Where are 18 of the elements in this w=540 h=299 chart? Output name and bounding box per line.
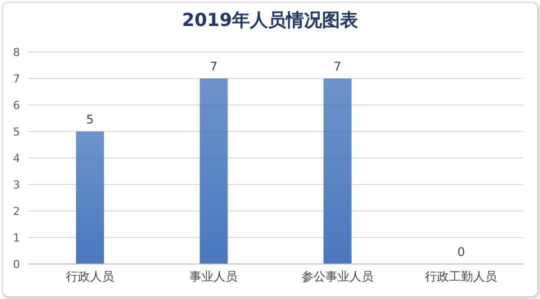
x-tick-label: 参公事业人员: [301, 270, 374, 284]
y-tick-label: 8: [13, 46, 20, 59]
y-tick-label: 6: [13, 98, 20, 112]
y-tick-label: 3: [13, 178, 20, 192]
data-label: 7: [210, 60, 218, 74]
data-label: 5: [86, 112, 94, 126]
x-tick-label: 行政工勤人员: [425, 270, 498, 284]
y-tick-label: 5: [13, 125, 20, 138]
data-label: 0: [457, 245, 466, 259]
x-tick-label: 行政人员: [66, 270, 114, 284]
x-tick-label: 事业人员: [190, 270, 238, 284]
y-tick-label: 0: [13, 258, 20, 271]
data-label: 7: [334, 60, 342, 74]
chart-title: 2019年人员情况图表: [180, 9, 360, 32]
y-tick-label: 4: [13, 152, 20, 165]
y-tick-label: 7: [13, 72, 20, 86]
y-tick-label: 2: [13, 204, 20, 218]
y-tick-label: 1: [13, 231, 20, 244]
